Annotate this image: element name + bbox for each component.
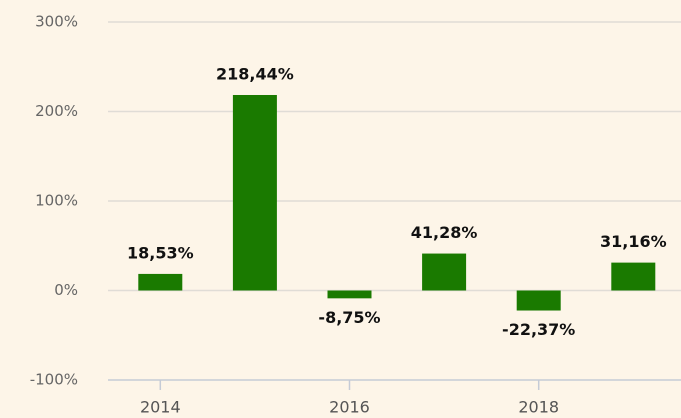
x-tick-label: 2014 <box>140 398 181 417</box>
data-label: 18,53% <box>127 243 194 262</box>
data-label: 41,28% <box>411 223 478 242</box>
y-tick-label: 0% <box>54 281 78 299</box>
bar <box>232 94 277 291</box>
x-tick-label: 2018 <box>518 398 559 417</box>
y-tick-label: -100% <box>30 371 78 389</box>
bar <box>327 290 372 299</box>
data-label: 218,44% <box>216 64 294 83</box>
data-label: -8,75% <box>318 308 380 327</box>
x-tick-label: 2016 <box>329 398 370 417</box>
data-label: 31,16% <box>600 232 667 251</box>
bar <box>516 290 561 311</box>
bar <box>422 253 467 291</box>
y-tick-label: 100% <box>35 192 78 210</box>
bar <box>611 262 656 291</box>
y-tick-label: 200% <box>35 102 78 120</box>
y-tick-label: 300% <box>35 13 78 31</box>
bar <box>138 273 183 291</box>
data-label: -22,37% <box>502 320 575 339</box>
